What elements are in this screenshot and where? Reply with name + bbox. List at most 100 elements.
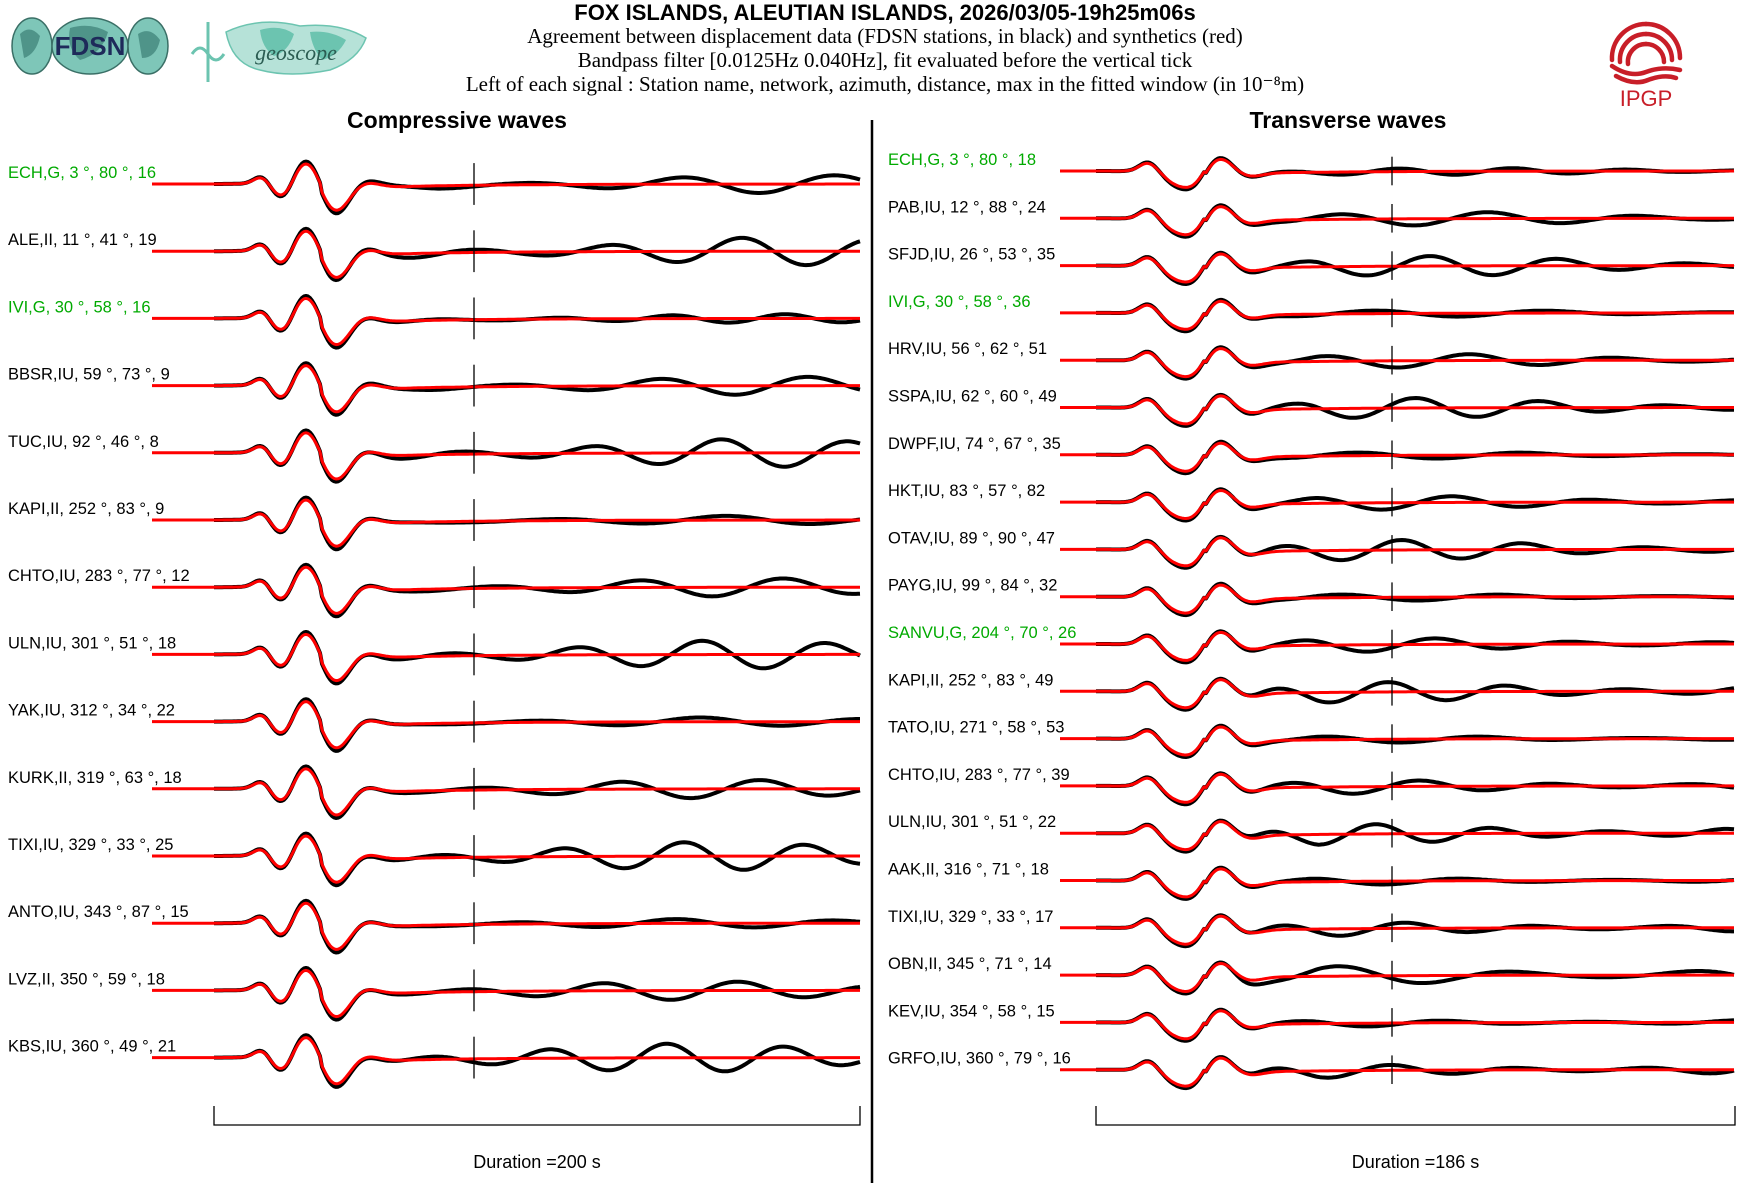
trace-ivi: IVI,G, 30 °, 58 °, 36 [888,293,1734,334]
station-label: ANTO,IU, 343 °, 87 °, 15 [8,903,189,921]
synthetic-trace [1096,678,1734,710]
synthetic-trace [1096,441,1734,473]
ipgp-logo-text: IPGP [1620,86,1673,111]
station-label: HKT,IU, 83 °, 57 °, 82 [888,482,1045,500]
synthetic-trace [214,565,860,615]
geoscope-logo-text: geoscope [255,40,337,65]
synthetic-trace [1096,962,1734,993]
station-label: CHTO,IU, 283 °, 77 °, 39 [888,766,1070,784]
station-label: IVI,G, 30 °, 58 °, 16 [8,298,151,316]
compressive-panel: Compressive waves ECH,G, 3 °, 80 °, 16 ALE… [8,107,861,1172]
data-trace [214,966,861,1022]
trace-yak: YAK,IU, 312 °, 34 °, 22 [8,697,860,753]
station-label: ECH,G, 3 °, 80 °, 16 [8,164,156,182]
station-label: DWPF,IU, 74 °, 67 °, 35 [888,435,1061,453]
synthetic-trace [1096,583,1734,615]
synthetic-trace [1096,914,1734,946]
station-label: KAPI,II, 252 °, 83 °, 9 [8,500,164,518]
synthetic-trace [1096,394,1734,426]
station-label: SANVU,G, 204 °, 70 °, 26 [888,624,1076,642]
trace-kbs: KBS,IU, 360 °, 49 °, 21 [8,1033,861,1089]
synthetic-trace [1096,1056,1734,1088]
subtitle-1: Agreement between displacement data (FDS… [527,24,1243,48]
trace-kurk: KURK,II, 319 °, 63 °, 18 [8,764,861,820]
data-trace [214,159,861,216]
data-trace [214,831,861,888]
trace-payg: PAYG,IU, 99 °, 84 °, 32 [888,577,1734,618]
station-label: ULN,IU, 301 °, 51 °, 18 [8,634,176,652]
data-trace [214,226,861,283]
trace-otav: OTAV,IU, 89 °, 90 °, 47 [888,529,1735,570]
trace-kev: KEV,IU, 354 °, 58 °, 15 [888,1002,1735,1043]
synthetic-trace [1096,1009,1734,1041]
station-label: KBS,IU, 360 °, 49 °, 21 [8,1038,176,1056]
data-trace [214,697,860,753]
synthetic-trace [1096,157,1734,189]
station-label: YAK,IU, 312 °, 34 °, 22 [8,702,175,720]
subtitle-3: Left of each signal : Station name, netw… [465,72,1305,96]
subtitle-2: Bandpass filter [0.0125Hz 0.040Hz], fit … [577,48,1193,72]
trace-pab: PAB,IU, 12 °, 88 °, 24 [888,198,1734,239]
synthetic-trace [1096,489,1734,520]
data-trace [214,361,861,417]
trace-kapi: KAPI,II, 252 °, 83 °, 49 [888,671,1735,712]
station-label: LVZ,II, 350 °, 59 °, 18 [8,970,165,988]
data-trace [214,428,861,484]
ipgp-logo: IPGP [1609,21,1683,111]
data-trace [214,898,861,955]
synthetic-trace [214,296,860,347]
synthetic-trace [214,968,860,1019]
station-label: SFJD,IU, 26 °, 53 °, 35 [888,246,1055,264]
station-label: KEV,IU, 354 °, 58 °, 15 [888,1002,1055,1020]
synthetic-trace [214,767,860,817]
fdsn-logo: FDSN [11,17,169,75]
station-label: OTAV,IU, 89 °, 90 °, 47 [888,529,1055,547]
station-label: PAB,IU, 12 °, 88 °, 24 [888,198,1046,216]
station-label: OBN,II, 345 °, 71 °, 14 [888,955,1052,973]
transverse-title: Transverse waves [1250,107,1447,133]
trace-uln: ULN,IU, 301 °, 51 °, 18 [8,630,861,686]
data-trace [214,1033,861,1089]
trace-ech: ECH,G, 3 °, 80 °, 18 [888,151,1735,192]
data-trace [214,562,861,619]
station-label: ULN,IU, 301 °, 51 °, 22 [888,813,1056,831]
trace-chto: CHTO,IU, 283 °, 77 °, 12 [8,562,861,619]
trace-tuc: TUC,IU, 92 °, 46 °, 8 [8,428,861,484]
trace-dwpf: DWPF,IU, 74 °, 67 °, 35 [888,435,1734,476]
data-trace [214,495,861,552]
synthetic-trace [214,834,860,884]
trace-ale: ALE,II, 11 °, 41 °, 19 [8,226,861,283]
trace-grfo: GRFO,IU, 360 °, 79 °, 16 [888,1050,1735,1091]
station-label: KAPI,II, 252 °, 83 °, 49 [888,671,1053,689]
trace-chto: CHTO,IU, 283 °, 77 °, 39 [888,766,1735,807]
trace-kapi: KAPI,II, 252 °, 83 °, 9 [8,495,861,552]
transverse-duration-label: Duration =186 s [1352,1152,1480,1172]
synthetic-trace [214,162,860,212]
station-label: PAYG,IU, 99 °, 84 °, 32 [888,577,1057,595]
station-label: HRV,IU, 56 °, 62 °, 51 [888,340,1047,358]
trace-tixi: TIXI,IU, 329 °, 33 °, 25 [8,831,861,888]
main-title: FOX ISLANDS, ALEUTIAN ISLANDS, 2026/03/0… [574,0,1196,25]
header: FDSN geoscope FOX ISLANDS, ALEUTIAN ISLA… [0,0,1740,111]
synthetic-trace [214,901,860,951]
transverse-duration-bracket [1095,1106,1736,1126]
data-trace [214,294,861,350]
station-label: BBSR,IU, 59 °, 73 °, 9 [8,366,170,384]
transverse-panel: Transverse waves ECH,G, 3 °, 80 °, 18 PAB,… [888,107,1736,1172]
station-label: TUC,IU, 92 °, 46 °, 8 [8,433,159,451]
synthetic-trace [214,364,860,414]
synthetic-trace [1096,820,1734,852]
synthetic-trace [1096,867,1734,899]
trace-bbsr: BBSR,IU, 59 °, 73 °, 9 [8,361,861,417]
station-label: ECH,G, 3 °, 80 °, 18 [888,151,1036,169]
station-label: KURK,II, 319 °, 63 °, 18 [8,769,182,787]
synthetic-trace [214,1036,860,1086]
synthetic-trace [1096,205,1734,237]
trace-ivi: IVI,G, 30 °, 58 °, 16 [8,294,861,350]
station-label: IVI,G, 30 °, 58 °, 36 [888,293,1031,311]
synthetic-trace [214,700,860,750]
station-label: ALE,II, 11 °, 41 °, 19 [8,231,157,249]
trace-sanvu: SANVU,G, 204 °, 70 °, 26 [888,624,1735,665]
station-label: TATO,IU, 271 °, 58 °, 53 [888,719,1064,737]
